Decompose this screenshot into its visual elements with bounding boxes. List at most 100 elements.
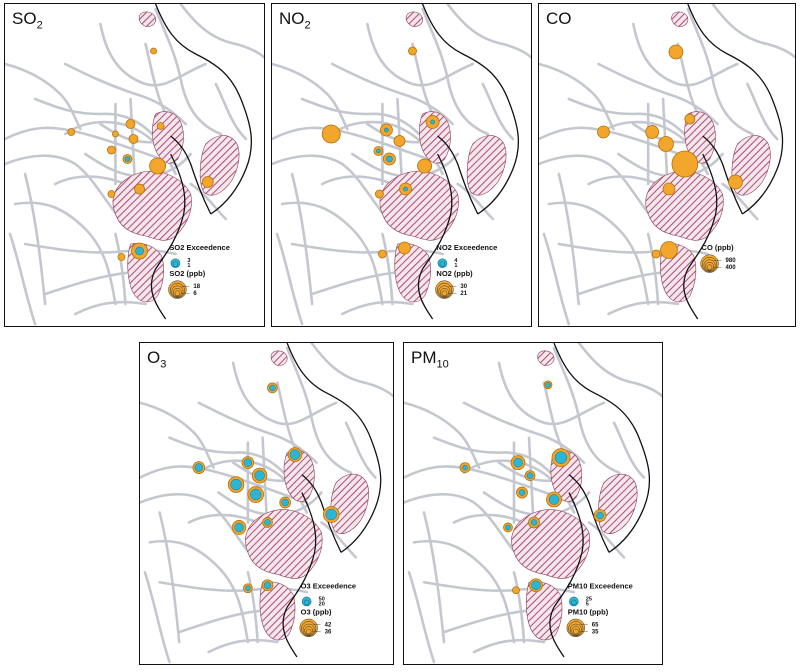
legend-exceed-title: NO2 Exceedence: [436, 243, 497, 252]
road: [280, 201, 384, 306]
industrial-area: [684, 111, 716, 164]
station-marker: [117, 253, 126, 261]
industrial-area: [112, 170, 192, 241]
legend-conc-value: 35: [592, 629, 599, 635]
road: [99, 22, 208, 87]
legend-conc-title: PM10 (ppb): [568, 607, 609, 616]
station-marker: [201, 176, 214, 188]
coastline: [155, 153, 186, 270]
exceedance-marker: [250, 488, 262, 501]
station-marker: [408, 46, 417, 56]
exceedance-marker: [530, 519, 538, 526]
legend-conc-value: 30: [460, 284, 467, 290]
road: [404, 465, 576, 504]
station-marker: [658, 136, 674, 152]
station-marker: [645, 125, 659, 139]
legend-conc-symbol: [441, 290, 448, 296]
road: [607, 300, 680, 316]
industrial-area: [405, 11, 423, 27]
road: [746, 82, 779, 141]
station-marker: [378, 249, 387, 259]
road: [5, 154, 127, 226]
coastline: [286, 343, 382, 553]
panel-title: SO2: [12, 9, 43, 32]
station-marker: [512, 586, 520, 595]
industrial-area: [259, 581, 296, 641]
legend-exceed-title: PM10 Exceedence: [568, 581, 633, 590]
road: [567, 97, 695, 146]
coastline: [683, 268, 699, 320]
road: [462, 401, 586, 464]
road: [272, 62, 349, 131]
road: [207, 638, 279, 654]
legend-conc-title: CO (ppb): [702, 243, 735, 252]
road: [404, 493, 526, 564]
industrial-area: [537, 350, 555, 366]
exceedance-marker: [281, 498, 289, 507]
exceedance-marker: [124, 156, 131, 162]
road: [646, 232, 660, 306]
coastline: [301, 474, 342, 553]
legend-conc-value: 36: [325, 629, 332, 635]
industrial-area: [394, 243, 431, 303]
map-panel-pm10: PM10 PM10 Exceedence 25 5 PM10 (ppb) 65 35: [403, 342, 663, 665]
industrial-area: [138, 11, 156, 27]
station-marker: [107, 190, 116, 198]
road: [456, 182, 495, 221]
industrial-area: [511, 509, 591, 579]
legend-conc-value: 400: [726, 265, 737, 271]
coastline: [417, 268, 434, 320]
road: [631, 122, 690, 144]
road: [542, 232, 571, 326]
industrial-area: [598, 473, 638, 534]
exceedance-marker: [526, 472, 534, 479]
road: [148, 539, 250, 644]
legend-exceed-value: 50: [319, 596, 325, 602]
exceedance-marker: [505, 524, 511, 531]
legend-conc-value: 980: [726, 258, 737, 264]
exceedance-marker: [269, 384, 276, 392]
road: [272, 126, 444, 166]
legend-conc-symbol: [174, 290, 181, 296]
station-marker: [67, 128, 76, 136]
road: [158, 511, 181, 644]
coastline: [702, 135, 744, 215]
exceedance-marker: [263, 581, 272, 589]
road: [285, 346, 353, 474]
road: [446, 4, 531, 59]
road: [539, 154, 660, 226]
legend-conc-value: 6: [193, 291, 197, 297]
coastline: [687, 4, 784, 215]
road: [381, 232, 394, 306]
legend-conc-value: 42: [325, 622, 332, 628]
legend-exceed-value: 20: [319, 601, 325, 607]
road: [23, 172, 47, 306]
exceedance-marker: [531, 580, 541, 590]
road: [411, 42, 434, 116]
legend-conc-value: 65: [592, 622, 599, 628]
legend-conc-symbol: [305, 628, 312, 635]
road: [577, 343, 662, 398]
exceedance-marker: [230, 478, 242, 491]
road: [330, 62, 454, 126]
legend-conc-value: 18: [193, 284, 200, 290]
road: [272, 154, 394, 226]
station-marker: [662, 182, 676, 196]
exceedance-marker: [554, 451, 568, 464]
exceedance-marker: [430, 119, 435, 125]
industrial-area: [283, 450, 315, 502]
exceedance-marker: [325, 508, 337, 521]
legend-conc-title: NO2 (ppb): [436, 269, 473, 278]
coastline: [150, 268, 167, 320]
coastline: [286, 492, 317, 608]
industrial-area: [245, 509, 323, 579]
panel-title: NO2: [279, 9, 311, 32]
industrial-area: [525, 581, 563, 641]
exceedance-marker: [243, 458, 253, 467]
legend-exceed-value: 4: [454, 258, 458, 264]
